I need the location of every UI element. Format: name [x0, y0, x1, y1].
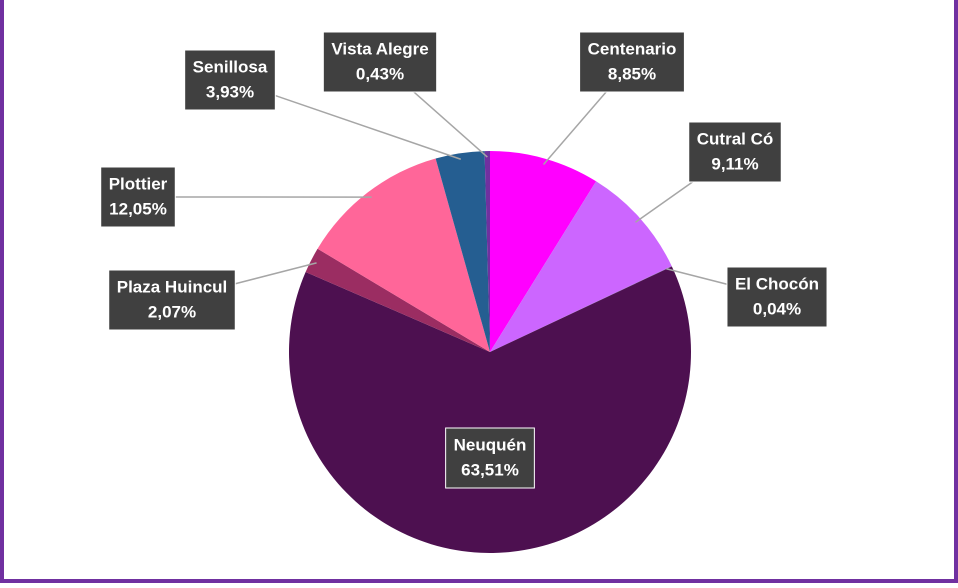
data-label: Neuquén 63,51% — [446, 428, 535, 488]
label-value: 9,11% — [711, 154, 758, 173]
label-name: Plaza Huincul — [117, 277, 228, 296]
data-label: Cutral Có 9,11% — [689, 122, 782, 182]
data-label: El Chocón 0,04% — [727, 267, 827, 327]
label-value: 12,05% — [109, 199, 167, 218]
label-value: 8,85% — [608, 64, 656, 83]
data-label: Centenario 8,85% — [580, 32, 685, 92]
label-value: 0,43% — [356, 64, 404, 83]
data-label: Plaza Huincul 2,07% — [109, 270, 236, 330]
label-name: El Chocón — [735, 274, 819, 293]
label-value: 2,07% — [148, 302, 196, 321]
data-label: Plottier 12,05% — [101, 167, 176, 227]
pie — [289, 151, 691, 553]
label-value: 0,04% — [753, 299, 801, 318]
label-name: Plottier — [109, 174, 168, 193]
label-value: 63,51% — [461, 460, 519, 479]
label-name: Neuquén — [454, 435, 527, 454]
label-value: 3,93% — [206, 82, 254, 101]
data-label: Vista Alegre 0,43% — [323, 32, 436, 92]
data-label: Senillosa 3,93% — [185, 50, 276, 110]
label-name: Senillosa — [193, 57, 268, 76]
label-name: Vista Alegre — [331, 39, 428, 58]
label-name: Cutral Có — [697, 129, 774, 148]
label-name: Centenario — [588, 39, 677, 58]
